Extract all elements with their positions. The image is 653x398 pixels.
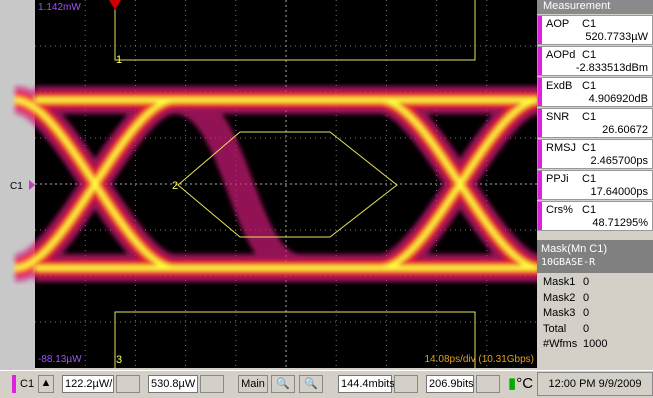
measurement-value: 48.71295% xyxy=(592,217,648,229)
measurement-channel: C1 xyxy=(582,49,596,61)
zoom-in[interactable]: 🔍 xyxy=(271,375,295,393)
position-spin[interactable] xyxy=(476,375,500,393)
measurement-name: Crs% xyxy=(546,204,573,216)
mask-title: Mask(Mn C1) xyxy=(541,242,649,256)
temp-unit: °C xyxy=(516,375,533,392)
measurement-name: AOPd xyxy=(546,49,575,61)
measurement-channel: C1 xyxy=(582,80,596,92)
measurement-channel: C1 xyxy=(582,111,596,123)
measurement-value: 4.906920dB xyxy=(589,93,648,105)
mask-count-label: Mask1 xyxy=(543,276,575,288)
top-level: 1.142mW xyxy=(38,2,81,13)
record-input[interactable]: 144.4mbits xyxy=(338,375,392,393)
scale-input[interactable]: 122.2µW/ xyxy=(62,375,114,393)
measurement-stripe xyxy=(538,140,542,168)
offset-input[interactable]: 530.8µW xyxy=(148,375,198,393)
measurement-stripe xyxy=(538,202,542,230)
measurement-name: SNR xyxy=(546,111,569,123)
measurement-value: 26.60672 xyxy=(602,124,648,136)
zoom-out[interactable]: 🔍 xyxy=(299,375,323,393)
mask-count-label: Mask2 xyxy=(543,292,575,304)
measurement-stripe xyxy=(538,47,542,75)
channel-color xyxy=(12,375,16,393)
mask-count-value: 0 xyxy=(583,276,589,288)
measurement-name: PPJi xyxy=(546,173,569,185)
measurement-stripe xyxy=(538,78,542,106)
position-input[interactable]: 206.9bits xyxy=(426,375,474,393)
page: 1 2 3 1.142mW -88.13µW 14.08ps/div (10.3… xyxy=(0,0,653,397)
measurement-stripe xyxy=(538,16,542,44)
mask-standard: 10GBASE-R xyxy=(541,256,649,270)
mask-count-value: 0 xyxy=(583,323,589,335)
mask-count-value: 0 xyxy=(583,307,589,319)
mask-count-label: #Wfms xyxy=(543,338,577,350)
measurement-channel: C1 xyxy=(582,204,596,216)
bottom-level: -88.13µW xyxy=(38,354,82,365)
measurement-value: 17.64000ps xyxy=(591,186,649,198)
channel-arrow xyxy=(29,180,35,190)
channel-marker: C1 xyxy=(10,181,23,192)
mask-count-label: Mask3 xyxy=(543,307,575,319)
timebase: 14.08ps/div (10.31Gbps) xyxy=(424,354,534,365)
measurement-channel: C1 xyxy=(582,142,596,154)
measurement-channel: C1 xyxy=(582,18,596,30)
measurement-name: AOP xyxy=(546,18,569,30)
temperature[interactable]: ▮°C xyxy=(508,374,533,392)
measurement-name: RMSJ xyxy=(546,142,576,154)
mask-label: 1 xyxy=(116,54,122,66)
channel-up[interactable]: ▲ xyxy=(38,375,54,393)
mask-count-value: 0 xyxy=(583,292,589,304)
measurement-box[interactable]: SNR C1 26.60672 xyxy=(537,108,653,138)
measurement-name: ExdB xyxy=(546,80,572,92)
scale-spin[interactable] xyxy=(116,375,140,393)
timebase-mode[interactable]: Main xyxy=(238,375,268,393)
scope-screen: 1 2 3 1.142mW -88.13µW 14.08ps/div (10.3… xyxy=(0,0,537,370)
measurement-value: 2.465700ps xyxy=(591,155,649,167)
measurement-value: 520.7733µW xyxy=(585,31,648,43)
record-spin[interactable] xyxy=(394,375,418,393)
mask-label: 3 xyxy=(116,354,122,366)
measurement-value: -2.833513dBm xyxy=(576,62,648,74)
mask-label: 2 xyxy=(172,180,178,192)
clock: 12:00 PM 9/9/2009 xyxy=(537,372,653,396)
measurement-stripe xyxy=(538,109,542,137)
mask-count-label: Total xyxy=(543,323,566,335)
mask-header: Mask(Mn C1) 10GBASE-R xyxy=(537,240,653,273)
mask-count-value: 1000 xyxy=(583,338,607,350)
measurement-title: Measurement xyxy=(537,0,653,14)
toolbar-channel[interactable]: C1 xyxy=(20,378,34,390)
measurement-box[interactable]: AOPd C1-2.833513dBm xyxy=(537,46,653,76)
measurement-channel: C1 xyxy=(582,173,596,185)
measurement-stripe xyxy=(538,171,542,199)
offset-spin[interactable] xyxy=(200,375,224,393)
